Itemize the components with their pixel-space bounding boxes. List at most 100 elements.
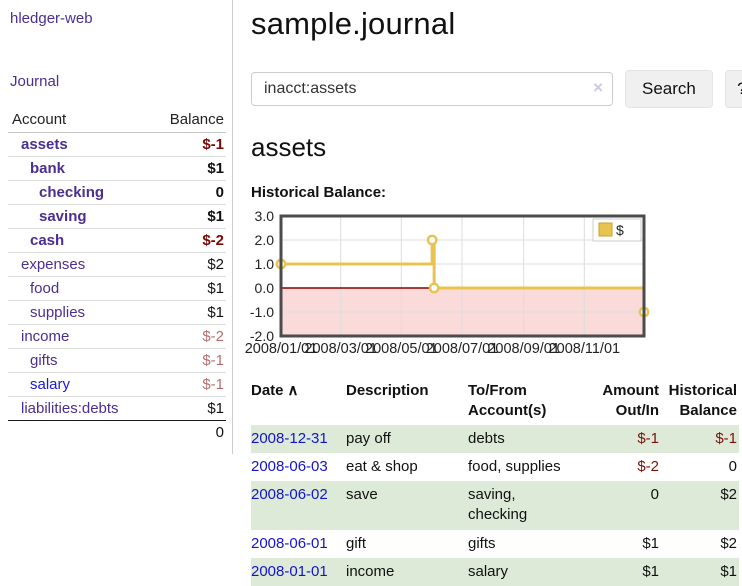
- x-axis-tick-label: 2008/01/01: [245, 341, 318, 357]
- app-title-link[interactable]: hledger-web: [10, 10, 93, 27]
- chart-canvas: 3.0 2.0 1.0 0.0 -1.0 -2.02008/01/012008/03/01…: [245, 208, 650, 357]
- balance-column-header: Balance: [149, 108, 226, 133]
- transaction-balance: 0: [728, 457, 737, 475]
- x-axis-tick-label: 2008/07/01: [426, 341, 499, 357]
- account-balance: $-1: [149, 132, 226, 157]
- transaction-balance: $-1: [715, 429, 737, 447]
- clear-search-icon[interactable]: ×: [593, 78, 603, 97]
- account-balance: $1: [149, 204, 226, 229]
- account-name-cell: bank: [8, 156, 150, 181]
- transaction-amount: $-1: [637, 429, 659, 447]
- plot-border: [279, 214, 646, 338]
- account-row: saving $1: [8, 204, 226, 229]
- sort-ascending-icon: ∧: [287, 382, 299, 399]
- y-axis-tick-label: -1.0: [250, 304, 274, 320]
- sidebar-account-link-assets[interactable]: assets: [21, 136, 68, 153]
- transaction-date-cell: 2008-12-31: [251, 425, 346, 453]
- account-column-header: Account: [8, 108, 150, 133]
- search-input[interactable]: [251, 72, 613, 106]
- search-form: × Search ?: [251, 70, 742, 108]
- register-header-row: Date ∧ Description To/From Account(s) Amo…: [251, 377, 739, 425]
- transaction-accounts: gifts: [468, 534, 496, 552]
- x-axis-tick-label: 2008/05/01: [365, 341, 438, 357]
- transaction-description: income: [346, 562, 395, 580]
- transaction-date-cell: 2008-01-01: [251, 558, 346, 586]
- page-title: sample.journal: [251, 6, 456, 41]
- register-row: 2008-01-01 income salary $1 $1: [251, 557, 739, 586]
- sidebar-account-link-cash[interactable]: cash: [30, 232, 65, 249]
- account-balance: $1: [149, 300, 226, 325]
- transaction-date-link[interactable]: 2008-01-01: [251, 562, 328, 580]
- sidebar-account-link-gifts[interactable]: gifts: [30, 352, 58, 369]
- account-balance: $2: [149, 252, 226, 277]
- transaction-balance: $1: [720, 562, 737, 580]
- transaction-date-link[interactable]: 2008-12-31: [251, 429, 328, 447]
- help-button[interactable]: ?: [724, 70, 742, 108]
- account-name-cell: cash: [8, 228, 150, 253]
- transaction-date-cell: 2008-06-03: [251, 453, 346, 481]
- transaction-description: gift: [346, 534, 367, 552]
- accounts-table: Account Balance assets $-1 bank $1 checking 0…: [8, 108, 226, 444]
- x-axis-tick-label: 2008/03/01: [304, 341, 377, 357]
- transaction-date-link[interactable]: 2008-06-03: [251, 457, 328, 475]
- y-axis-tick-label: 3.0: [255, 208, 275, 224]
- account-name-cell: saving: [8, 204, 150, 229]
- transaction-description: eat & shop: [346, 457, 418, 475]
- sidebar-account-link-income[interactable]: income: [21, 328, 70, 345]
- transaction-description: save: [346, 486, 378, 503]
- chart-title: Historical Balance:: [251, 184, 387, 201]
- transaction-accounts: debts: [468, 429, 505, 447]
- account-row: cash $-2: [8, 228, 226, 253]
- account-balance: $-2: [149, 324, 226, 349]
- register-row: 2008-06-03 eat & shop food, supplies $-2 0: [251, 453, 739, 481]
- account-balance: $-2: [149, 228, 226, 253]
- account-row: checking 0: [8, 180, 226, 205]
- date-column-header[interactable]: Date ∧: [251, 382, 299, 399]
- sidebar-item-journal[interactable]: Journal: [10, 73, 60, 90]
- transaction-date-link[interactable]: 2008-06-01: [251, 534, 328, 552]
- sidebar-account-link-food[interactable]: food: [30, 280, 60, 297]
- y-axis-tick-label: 2.0: [255, 232, 275, 248]
- account-balance: $-1: [149, 372, 226, 397]
- transaction-date-cell: 2008-06-02: [251, 481, 346, 530]
- account-row: expenses $2: [8, 252, 226, 277]
- account-row: liabilities:debts $1: [8, 396, 226, 421]
- sidebar-account-link-liabilities-debts[interactable]: liabilities:debts: [21, 400, 119, 417]
- account-balance: $-1: [149, 348, 226, 373]
- sidebar-account-link-supplies[interactable]: supplies: [30, 304, 86, 321]
- register-row: 2008-06-02 save saving, checking 0 $2: [251, 481, 739, 530]
- accounts-table-header: Account Balance: [8, 108, 226, 133]
- account-balance: $1: [149, 396, 226, 421]
- sidebar-account-link-expenses[interactable]: expenses: [21, 256, 86, 273]
- sidebar-account-link-saving[interactable]: saving: [39, 208, 87, 225]
- account-name-cell: assets: [8, 132, 150, 157]
- y-axis-tick-label: 1.0: [255, 256, 275, 272]
- account-name-cell: salary: [8, 372, 150, 397]
- register-table: Date ∧ Description To/From Account(s) Amo…: [251, 377, 739, 586]
- account-name-cell: checking: [8, 180, 150, 205]
- sidebar: hledger-web Journal Account Balance asse…: [0, 0, 233, 454]
- account-balance: 0: [149, 180, 226, 205]
- data-point-marker: [428, 282, 440, 294]
- transaction-description: pay off: [346, 429, 391, 447]
- account-balance: $1: [149, 276, 226, 301]
- sidebar-account-link-salary[interactable]: salary: [30, 376, 71, 393]
- account-row: bank $1: [8, 156, 226, 181]
- accounts-total-balance: 0: [215, 424, 224, 441]
- accounts-column-header: To/From Account(s): [468, 382, 547, 420]
- account-name-cell: income: [8, 324, 150, 349]
- sidebar-account-link-checking[interactable]: checking: [39, 184, 105, 201]
- account-row: food $1: [8, 276, 226, 301]
- transaction-date-link[interactable]: 2008-06-02: [251, 486, 328, 503]
- search-input-wrap: ×: [251, 72, 613, 106]
- description-column-header: Description: [346, 382, 429, 399]
- search-button[interactable]: Search: [625, 70, 713, 108]
- legend-label: $: [616, 222, 624, 238]
- main-content: sample.journal × Search ? assets Histori…: [233, 0, 742, 586]
- transaction-accounts: saving, checking: [468, 486, 528, 524]
- transaction-accounts: salary: [468, 562, 509, 580]
- sidebar-account-link-bank[interactable]: bank: [30, 160, 66, 177]
- account-name-cell: supplies: [8, 300, 150, 325]
- transaction-amount: $1: [642, 534, 659, 552]
- account-heading: assets: [251, 132, 327, 162]
